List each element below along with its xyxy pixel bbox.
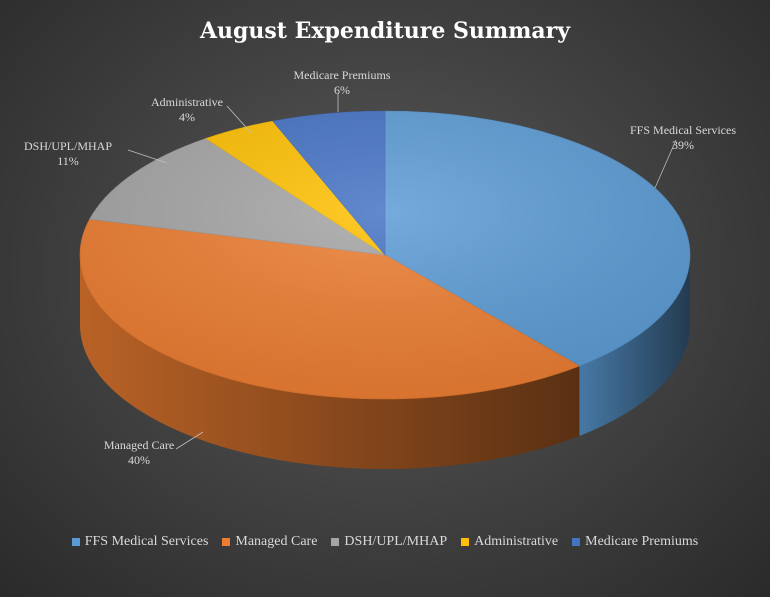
data-value-administrative: 4% (179, 110, 195, 124)
chart-title: August Expenditure Summary (199, 18, 571, 44)
legend: FFS Medical Services Managed Care DSH/UPL/… (0, 534, 770, 550)
data-value-medicare-premiums: 6% (334, 83, 350, 97)
data-label-medicare-premiums: Medicare Premiums (294, 68, 391, 82)
legend-swatch (331, 538, 340, 546)
legend-item-ffs-medical-services: FFS Medical Services (71, 534, 209, 550)
leader-line-managed-care (175, 431, 204, 450)
leader-line-dsh-upl-mhap (127, 149, 168, 164)
data-label-managed-care: Managed Care (104, 438, 174, 452)
leader-line-ffs-medical-services (654, 139, 677, 189)
data-label-ffs-medical-services: FFS Medical Services (630, 123, 736, 137)
legend-label: Medicare Premiums (585, 534, 699, 549)
legend-label: DSH/UPL/MHAP (344, 534, 448, 549)
data-value-ffs-medical-services: 39% (672, 138, 694, 152)
legend-item-dsh-upl-mhap: DSH/UPL/MHAP (331, 534, 447, 550)
legend-item-medicare-premiums: Medicare Premiums (572, 534, 698, 550)
legend-item-managed-care: Managed Care (222, 534, 317, 550)
legend-label: Managed Care (235, 534, 318, 549)
slice-side-managed-care (79, 255, 580, 469)
legend-swatch (222, 538, 231, 546)
legend-item-administrative: Administrative (461, 534, 558, 550)
legend-label: Administrative (474, 534, 559, 549)
data-value-managed-care: 40% (128, 453, 150, 467)
data-label-administrative: Administrative (151, 95, 223, 109)
legend-swatch (71, 538, 80, 546)
legend-swatch (461, 538, 470, 546)
legend-swatch (572, 538, 581, 546)
data-label-dsh-upl-mhap: DSH/UPL/MHAP (24, 139, 112, 153)
pie-slices (79, 110, 691, 400)
leader-line-administrative (226, 105, 253, 135)
data-value-dsh-upl-mhap: 11% (57, 154, 79, 168)
legend-label: FFS Medical Services (84, 534, 209, 549)
